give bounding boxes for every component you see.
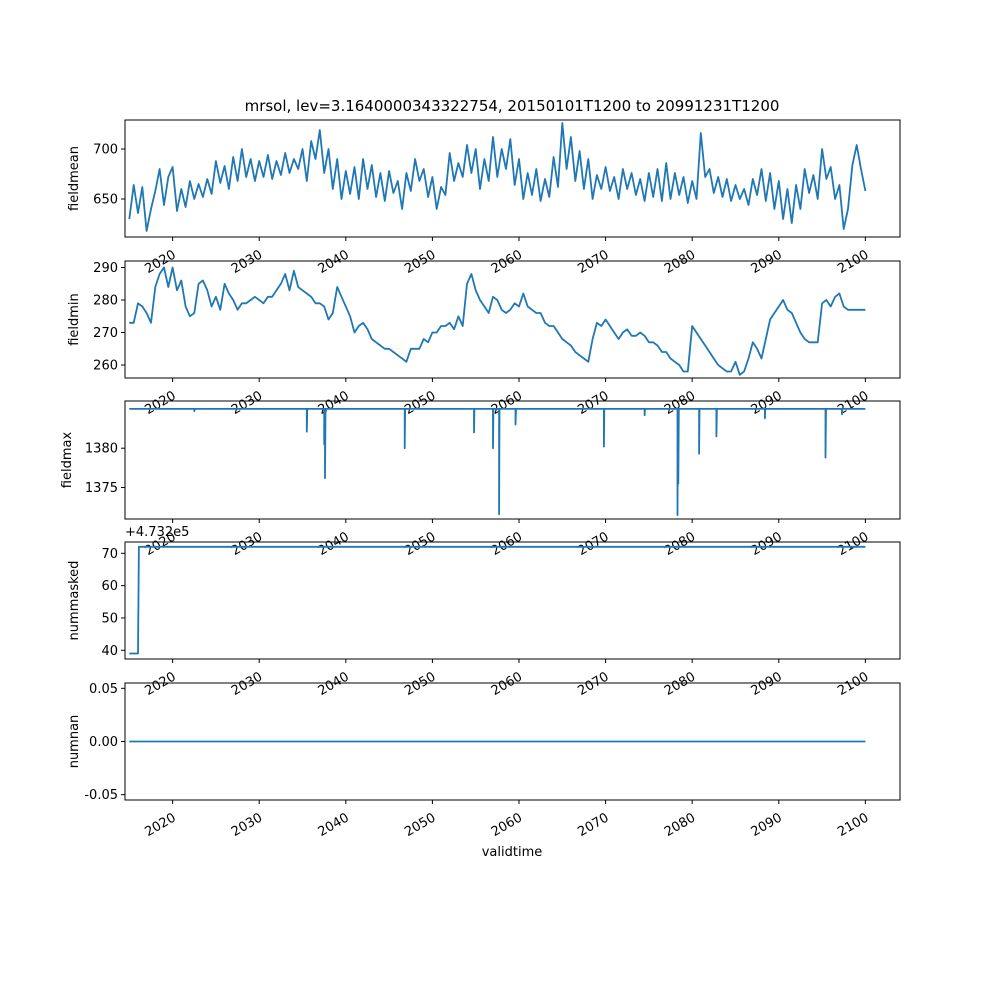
x-tick-label: 2060	[489, 247, 525, 277]
y-tick-label: 280	[93, 294, 118, 309]
x-tick-label: 2080	[662, 388, 698, 418]
axes-frame-nummasked	[124, 541, 901, 660]
y-axis-label-nummasked: nummasked	[67, 561, 82, 641]
x-tick-label: 2050	[402, 669, 438, 699]
y-tick-label: 1380	[85, 442, 118, 457]
y-tick-label: 60	[101, 579, 118, 594]
y-axis-label-fieldmax: fieldmax	[60, 432, 75, 489]
x-tick-label: 2080	[662, 247, 698, 277]
x-tick-label: 2040	[316, 529, 352, 559]
panel-fieldmin: 260 270 280 290 2020 2030 2040 2050 2060 2070 2080…	[67, 260, 901, 418]
y-tick-label: 50	[101, 611, 118, 626]
axes-frame-fieldmean	[124, 119, 901, 238]
y-tick-label: 0.05	[89, 682, 118, 697]
x-tick-label: 2020	[142, 669, 178, 699]
y-tick-label: 40	[101, 644, 118, 659]
y-tick-label: -0.05	[84, 788, 118, 803]
x-tick-label: 2030	[229, 810, 265, 840]
y-tick-label: 260	[93, 359, 118, 374]
x-tick-label: 2100	[835, 669, 871, 699]
x-tick-label: 2040	[316, 810, 352, 840]
x-tick-label: 2050	[402, 388, 438, 418]
x-tick-label: 2070	[575, 529, 611, 559]
y-offset-label: +4.732e5	[125, 525, 189, 540]
y-tick-label: 650	[93, 193, 118, 208]
x-tick-label: 2070	[575, 810, 611, 840]
x-tick-label: 2050	[402, 810, 438, 840]
series-line-fieldmean	[128, 122, 867, 232]
x-tick-label: 2090	[749, 669, 785, 699]
y-tick-label: 290	[93, 261, 118, 276]
x-tick-label: 2090	[749, 388, 785, 418]
panel-nummasked: 40 50 60 70 2020 2030 2040 2050 2060 2070 2080 2090…	[67, 525, 901, 699]
x-tick-label: 2050	[402, 529, 438, 559]
y-axis-label-fieldmean: fieldmean	[67, 146, 82, 211]
x-tick-label: 2070	[575, 247, 611, 277]
x-tick-label: 2020	[142, 388, 178, 418]
panel-numnan: -0.05 0.00 0.05 2020 2030 2040 2050 2060 2070 208…	[67, 682, 901, 840]
x-tick-label: 2090	[749, 529, 785, 559]
x-tick-label: 2100	[835, 247, 871, 277]
x-tick-label: 2040	[316, 669, 352, 699]
y-axis-label-numnan: numnan	[67, 715, 82, 769]
y-axis-label-fieldmin: fieldmin	[67, 293, 82, 346]
x-tick-label: 2030	[229, 529, 265, 559]
x-tick-label: 2070	[575, 388, 611, 418]
series-line-nummasked	[129, 545, 866, 655]
x-tick-label: 2030	[229, 247, 265, 277]
series-line-fieldmin	[129, 266, 866, 376]
x-tick-label: 2060	[489, 669, 525, 699]
x-tick-label: 2100	[835, 810, 871, 840]
x-tick-label: 2060	[489, 529, 525, 559]
x-tick-label: 2100	[835, 529, 871, 559]
axes-frame-fieldmax	[124, 400, 901, 520]
x-tick-label: 2060	[489, 388, 525, 418]
x-tick-label: 2030	[229, 388, 265, 418]
x-tick-label: 2090	[749, 810, 785, 840]
x-tick-label: 2080	[662, 529, 698, 559]
x-tick-label: 2080	[662, 669, 698, 699]
x-tick-label: 2070	[575, 669, 611, 699]
y-tick-label: 1375	[85, 481, 118, 496]
x-tick-label: 2090	[749, 247, 785, 277]
chart-title: mrsol, lev=3.1640000343322754, 20150101T…	[245, 97, 780, 115]
axes-frame-fieldmin	[124, 260, 901, 379]
x-axis-label: validtime	[482, 845, 543, 860]
x-tick-label: 2040	[316, 388, 352, 418]
y-tick-label: 70	[101, 547, 118, 562]
x-tick-label: 2020	[142, 810, 178, 840]
x-tick-label: 2080	[662, 810, 698, 840]
x-tick-label: 2050	[402, 247, 438, 277]
x-tick-label: 2060	[489, 810, 525, 840]
series-line-fieldmax	[129, 408, 866, 516]
x-tick-label: 2030	[229, 669, 265, 699]
y-tick-label: 700	[93, 143, 118, 158]
y-tick-label: 270	[93, 326, 118, 341]
x-tick-label: 2100	[835, 388, 871, 418]
x-tick-label: 2040	[316, 247, 352, 277]
y-tick-label: 0.00	[89, 735, 118, 750]
panels: 650 700 2020 2030 2040 2050 2060 2070 2080 2090 21…	[60, 119, 901, 840]
